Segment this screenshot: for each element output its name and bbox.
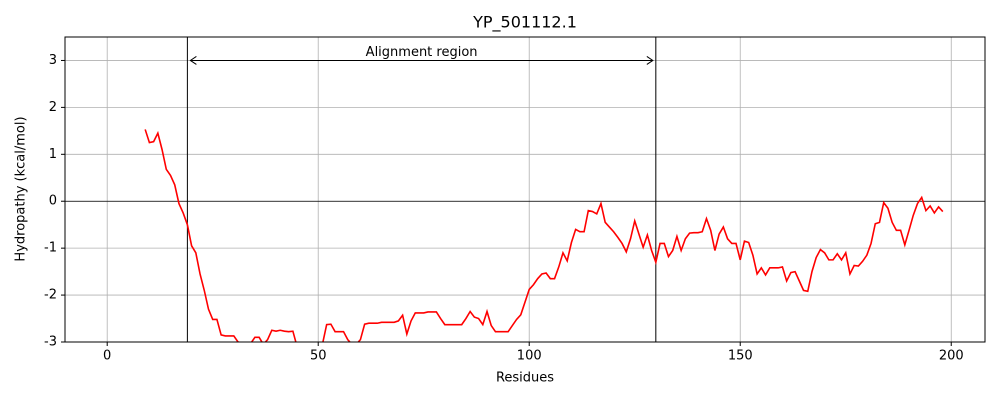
y-tick-label: -3 (44, 335, 57, 350)
x-tick-label: 200 (939, 349, 964, 364)
arrow-head (646, 56, 654, 65)
data-line (144, 129, 944, 342)
y-tick-label: 0 (49, 194, 57, 209)
y-tick-label: -1 (44, 241, 57, 256)
y-axis-label: Hydropathy (kcal/mol) (14, 116, 29, 261)
region-label: Alignment region (366, 45, 478, 60)
y-tick-label: 2 (49, 100, 57, 115)
y-tick-label: 1 (49, 147, 57, 162)
y-tick-label: 3 (49, 53, 57, 68)
plot-area: Alignment region (65, 37, 985, 342)
x-axis-label: Residues (496, 371, 554, 386)
plot-frame (64, 36, 986, 343)
y-tick-label: -2 (44, 288, 57, 303)
x-tick-label: 150 (728, 349, 753, 364)
x-tick-label: 100 (517, 349, 542, 364)
x-tick-label: 50 (310, 349, 327, 364)
arrow-head (189, 56, 197, 65)
x-tick-label: 0 (103, 349, 111, 364)
chart-title: YP_501112.1 (472, 13, 577, 33)
